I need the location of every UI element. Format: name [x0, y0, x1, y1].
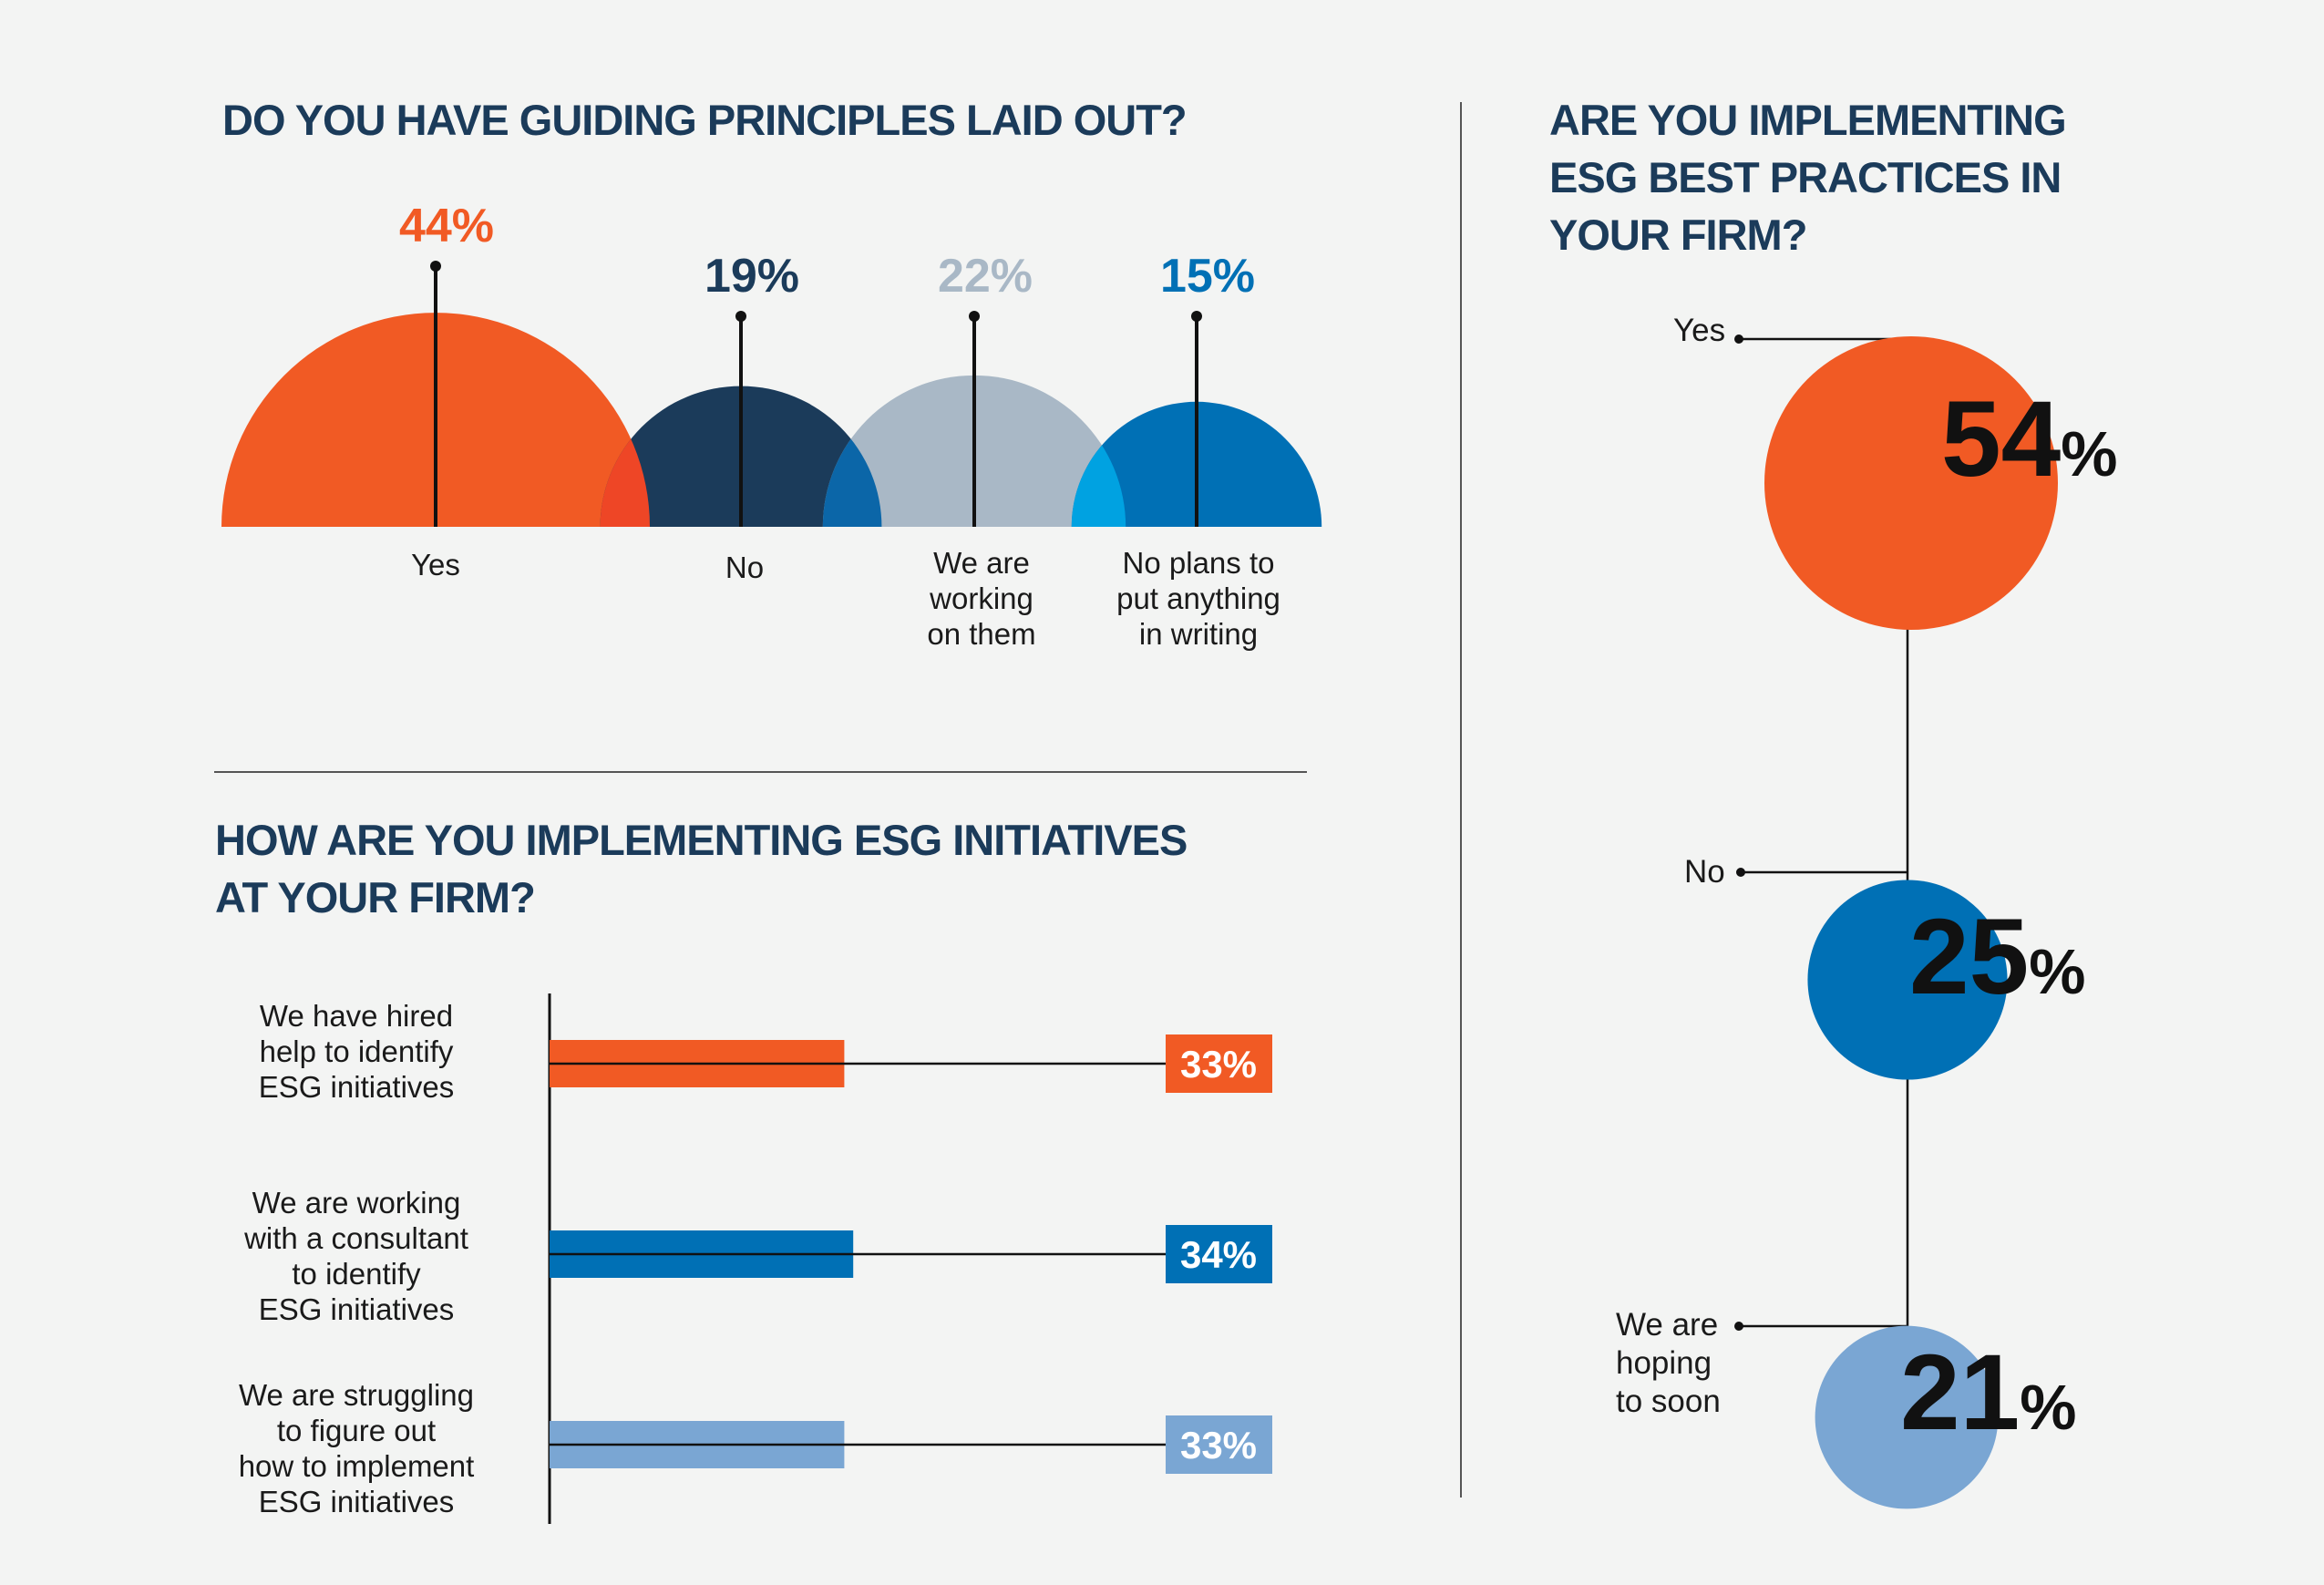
bubble-leader-dot [1734, 334, 1743, 344]
bubble-mark [1807, 880, 2008, 1080]
leader-dot [735, 311, 746, 322]
leader-dot [969, 311, 980, 322]
bar-category-label: We are struggling to figure out how to i… [238, 1378, 475, 1518]
semi-category-label: Yes [411, 548, 460, 582]
semi-value-label: 44% [399, 200, 494, 252]
bar-value-label: 34% [1180, 1233, 1257, 1276]
bubble-leader-dot [1736, 868, 1745, 877]
semi-category-label: No [725, 551, 765, 584]
bubble-mark [1815, 1325, 1999, 1509]
horizontal-bar-chart: 33% 34% 33% [548, 993, 1272, 1524]
bubble-value-label: 25% [1909, 897, 2086, 1017]
bubble-category-label: No [1684, 854, 1725, 890]
bar-value-box [1166, 1225, 1272, 1283]
chart1-title: DO YOU HAVE GUIDING PRINCIPLES LAID OUT? [222, 96, 1188, 144]
bubble-value-label: 21% [1900, 1333, 2077, 1453]
bubble-value-number: 25 [1909, 897, 2029, 1017]
chart2-title: HOW ARE YOU IMPLEMENTING ESG INITIATIVES… [215, 816, 1188, 921]
bar-value-box [1166, 1034, 1272, 1093]
leader-dot [1191, 311, 1202, 322]
bubble-mark [1764, 336, 2058, 630]
bubble-value-number: 54 [1941, 379, 2061, 499]
bubble-category-label: We are hoping to soon [1616, 1307, 1721, 1419]
bubble-percent-sign: % [2061, 418, 2117, 489]
leader-dot [430, 261, 441, 272]
bar-category-label: We are working with a consultant to iden… [244, 1186, 468, 1326]
bar-value-label: 33% [1180, 1424, 1257, 1467]
semi-category-label: No plans to put anything in writing [1116, 546, 1280, 651]
bubble-percent-sign: % [2020, 1372, 2076, 1443]
semi-value-label: 19% [704, 250, 799, 303]
bubble-value-label: 54% [1941, 379, 2118, 499]
bar-value-box [1166, 1415, 1272, 1474]
bar-category-label: We have hired help to identify ESG initi… [258, 999, 455, 1104]
chart3-title: ARE YOU IMPLEMENTING ESG BEST PRACTICES … [1549, 96, 2067, 259]
bubble-value-number: 21 [1900, 1333, 2020, 1453]
bar-value-label: 33% [1180, 1043, 1257, 1086]
semi-value-label: 22% [938, 250, 1033, 303]
bubble-leader-dot [1734, 1322, 1743, 1331]
semi-category-label: We are working on them [927, 546, 1036, 651]
bubble-category-label: Yes [1673, 313, 1726, 348]
semicircle-chart: 44% 19% 22% 15% [221, 200, 1322, 527]
bubble-chart: 54%25%21% [1734, 334, 2118, 1509]
bubble-percent-sign: % [2029, 936, 2085, 1007]
semi-value-label: 15% [1160, 250, 1255, 303]
